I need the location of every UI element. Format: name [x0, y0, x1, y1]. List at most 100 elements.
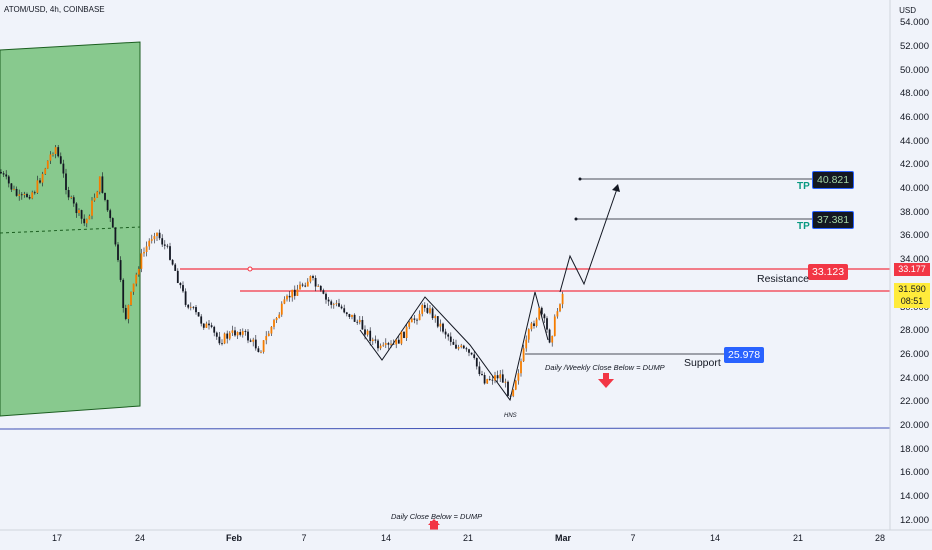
candle-body: [449, 336, 452, 342]
candle-body: [546, 318, 548, 330]
candle-body: [309, 276, 312, 282]
candle-body: [504, 381, 507, 383]
candle-body: [514, 380, 517, 390]
candle-body: [473, 354, 476, 358]
candle-body: [397, 339, 400, 344]
tp2-label: TP: [797, 221, 810, 232]
candle-body: [431, 308, 434, 319]
resistance-anchor[interactable]: [247, 266, 253, 272]
candle-body: [288, 295, 291, 298]
candle-body: [299, 284, 301, 290]
symbol-title[interactable]: ATOM/USD, 4h, COINBASE: [4, 5, 105, 14]
price-label: 24.000: [899, 373, 929, 384]
date-label: 7: [630, 533, 636, 543]
candle-body: [179, 282, 182, 286]
price-label: 48.000: [899, 88, 929, 99]
candle-body: [75, 203, 78, 214]
candle-body: [556, 311, 559, 317]
candles-group[interactable]: [0, 144, 564, 400]
resistance-price-tag[interactable]: 33.123: [808, 264, 849, 280]
candle-body: [26, 193, 28, 198]
candle-body: [169, 246, 171, 260]
horizontal-line-20[interactable]: [0, 427, 891, 430]
candle-body: [486, 379, 489, 384]
candle-body: [231, 330, 234, 333]
candle-body: [124, 307, 127, 319]
candle-body: [312, 276, 314, 278]
candle-body: [257, 348, 260, 353]
candle-body: [163, 244, 166, 246]
candle-body: [548, 329, 551, 343]
candle-body: [429, 308, 431, 313]
candle-body: [247, 331, 249, 341]
candle-body: [413, 318, 416, 320]
candle-body: [36, 180, 39, 193]
candle-body: [361, 319, 364, 330]
tp2-price-badge[interactable]: 37.381: [812, 211, 855, 229]
candle-body: [382, 344, 385, 346]
projection-path[interactable]: [559, 185, 619, 293]
candle-body: [98, 176, 101, 192]
candle-body: [262, 340, 265, 352]
candle-body: [371, 339, 374, 341]
candle-body: [387, 343, 390, 345]
candle-body: [377, 340, 379, 349]
candle-body: [291, 289, 294, 298]
tp1-label: TP: [797, 181, 810, 192]
candle-body: [366, 330, 369, 335]
candle-body: [343, 308, 346, 313]
candle-body: [374, 339, 377, 341]
candle-body: [161, 238, 164, 245]
tp2-anchor: [574, 217, 578, 221]
candle-body: [111, 218, 114, 228]
candle-body: [364, 329, 366, 335]
candle-body: [223, 333, 226, 344]
candle-body: [478, 366, 481, 375]
candle-body: [143, 251, 145, 254]
candle-body: [67, 190, 70, 198]
candle-body: [538, 307, 541, 320]
candle-body: [442, 323, 444, 332]
candle-body: [109, 210, 112, 219]
candle-body: [7, 176, 10, 184]
candle-body: [465, 348, 468, 350]
date-label: Feb: [225, 533, 243, 543]
candle-body: [278, 314, 281, 319]
current-price-badge[interactable]: 31.590: [894, 283, 930, 296]
support-price-tag[interactable]: 25.978: [724, 347, 765, 363]
candle-body: [127, 304, 130, 319]
green-zone[interactable]: [0, 41, 141, 417]
candle-body: [301, 284, 304, 286]
candle-body: [280, 303, 283, 315]
candle-body: [148, 240, 151, 247]
candle-body: [470, 352, 473, 355]
candle-body: [101, 176, 104, 193]
price-label: 52.000: [899, 41, 929, 52]
price-label: 44.000: [899, 136, 929, 147]
hns-label: HNS: [504, 413, 517, 419]
hns-pattern-line[interactable]: [359, 291, 549, 402]
candle-body: [252, 339, 255, 342]
candle-body: [65, 173, 67, 191]
candle-body: [52, 154, 54, 155]
candle-body: [275, 318, 278, 321]
date-label: 14: [380, 533, 392, 543]
candle-body: [392, 343, 395, 345]
resistance-price-badge[interactable]: 33.177: [894, 263, 930, 276]
candle-body: [543, 314, 546, 319]
candle-body: [20, 194, 23, 196]
candle-body: [460, 345, 463, 348]
candle-body: [88, 215, 91, 220]
candle-body: [439, 323, 442, 327]
candle-body: [182, 285, 184, 292]
candle-body: [228, 332, 231, 339]
price-label: 54.000: [899, 17, 929, 28]
tp1-price-badge[interactable]: 40.821: [812, 171, 855, 189]
candle-body: [390, 343, 392, 345]
candle-body: [189, 306, 192, 308]
candle-body: [327, 299, 330, 302]
candle-body: [46, 160, 49, 169]
price-label: 36.000: [899, 230, 929, 241]
daily-weekly-note: Daily /Weekly Close Below = DUMP: [545, 363, 665, 372]
